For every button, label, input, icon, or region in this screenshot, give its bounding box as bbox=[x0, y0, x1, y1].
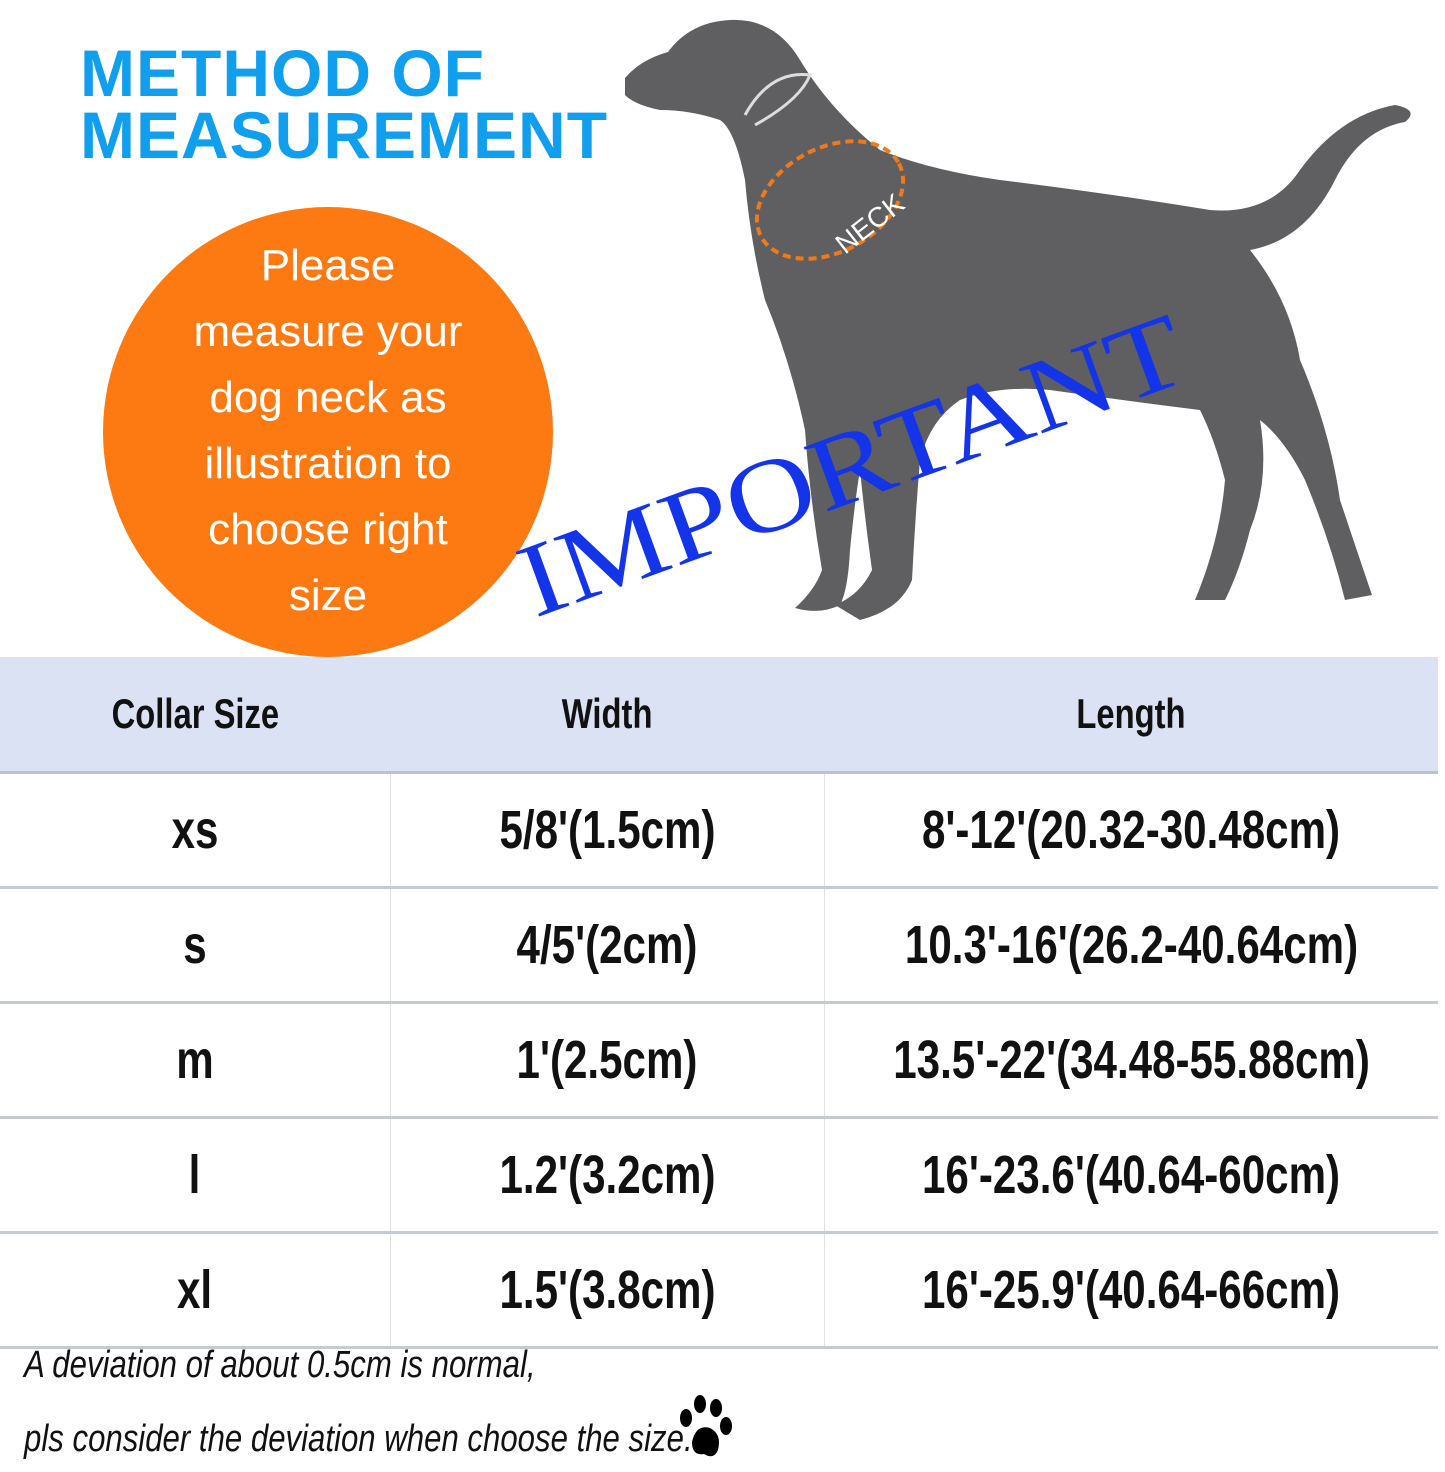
header-length: Length bbox=[1076, 690, 1186, 737]
table-header: Collar Size Width Length bbox=[0, 657, 1438, 774]
paw-print-icon bbox=[680, 1395, 732, 1457]
table-row: m 1'(2.5cm) 13.5'-22'(34.48-55.88cm) bbox=[0, 1002, 1438, 1119]
header-collar-size: Collar Size bbox=[111, 690, 279, 737]
deviation-advice: pls consider the deviation when choose t… bbox=[24, 1418, 693, 1460]
table-row: l 1.2'(3.2cm) 16'-23.6'(40.64-60cm) bbox=[0, 1117, 1438, 1234]
table-row: xs 5/8'(1.5cm) 8'-12'(20.32-30.48cm) bbox=[0, 772, 1438, 889]
header-width: Width bbox=[562, 690, 653, 737]
deviation-note: A deviation of about 0.5cm is normal, bbox=[24, 1344, 536, 1386]
dog-silhouette bbox=[625, 19, 1411, 620]
table-row: s 4/5'(2cm) 10.3'-16'(26.2-40.64cm) bbox=[0, 887, 1438, 1004]
ear-outline bbox=[743, 73, 813, 127]
neck-measure-line bbox=[754, 139, 906, 261]
size-table: Collar Size Width Length xs 5/8'(1.5cm) 8'… bbox=[0, 657, 1438, 1349]
instruction-callout: Please measure your dog neck as illustra… bbox=[103, 207, 553, 657]
dog-illustration: NECK bbox=[625, 19, 1411, 620]
page-title: METHOD OF MEASUREMENT bbox=[80, 36, 609, 172]
table-row: xl 1.5'(3.8cm) 16'-25.9'(40.64-66cm) bbox=[0, 1232, 1438, 1349]
